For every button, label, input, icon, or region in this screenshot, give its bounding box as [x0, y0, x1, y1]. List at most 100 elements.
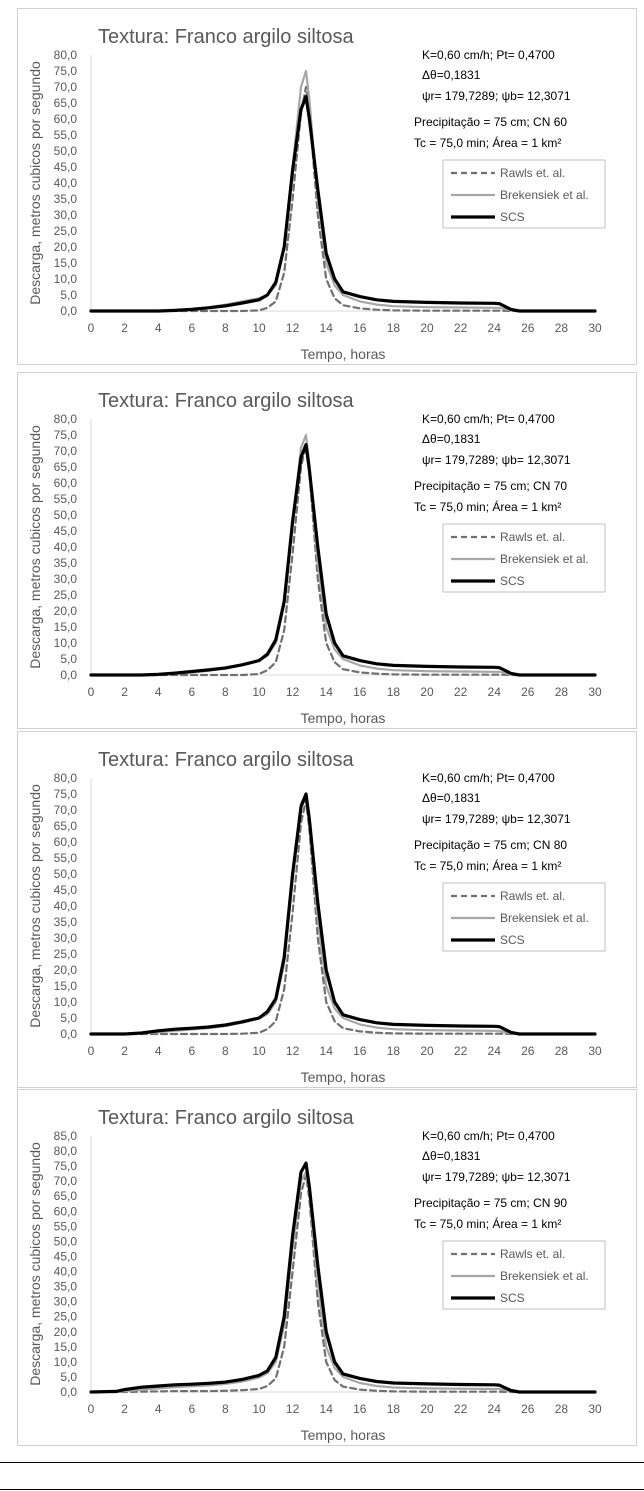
- y-tick-label: 60,0: [54, 835, 78, 849]
- annotation-line-3: ψr= 179,7289; ψb= 12,3071: [422, 453, 571, 467]
- chart-svg-4: Textura: Franco argilo siltosa Descarga, …: [27, 1107, 606, 1443]
- chart-title: Textura: Franco argilo siltosa: [98, 1107, 355, 1129]
- y-axis-label: Descarga, metros cubicos por segundo: [27, 784, 43, 1028]
- y-tick-label: 60,0: [54, 112, 78, 126]
- x-tick-label: 4: [155, 321, 162, 335]
- y-tick-label: 75,0: [54, 64, 78, 78]
- legend-label-1: Rawls et. al.: [500, 530, 565, 544]
- x-tick-label: 10: [252, 321, 266, 335]
- chart-svg-3: Textura: Franco argilo siltosa Descarga, …: [27, 749, 606, 1085]
- y-tick-label: 45,0: [54, 1249, 78, 1263]
- y-tick-label: 55,0: [54, 851, 78, 865]
- legend-label-3: SCS: [500, 933, 525, 947]
- y-tick-label: 70,0: [54, 80, 78, 94]
- x-tick-label: 6: [188, 685, 195, 699]
- series-line-1: [89, 443, 597, 677]
- y-axis-label: Descarga, metros cubicos por segundo: [27, 1142, 43, 1386]
- x-tick-label: 2: [121, 321, 128, 335]
- y-tick-label: 25,0: [54, 588, 78, 602]
- x-tick-label: 4: [155, 685, 162, 699]
- y-tick-label: 10,0: [54, 1355, 78, 1369]
- annotation-line-5: Tc = 75,0 min; Área = 1 km²: [414, 135, 561, 150]
- y-tick-label: 80,0: [54, 412, 78, 426]
- x-tick-label: 8: [222, 321, 229, 335]
- x-tick-label: 0: [88, 1402, 95, 1416]
- x-tick-label: 24: [488, 685, 502, 699]
- x-tick-label: 20: [420, 321, 434, 335]
- x-tick-label: 12: [286, 1402, 300, 1416]
- y-tick-label: 45,0: [54, 160, 78, 174]
- y-tick-label: 55,0: [54, 1219, 78, 1233]
- x-tick-label: 10: [252, 1044, 266, 1058]
- annotation-line-2: Δθ=0,1831: [422, 68, 481, 82]
- annotation-line-4: Precipitação = 75 cm; CN 70: [414, 479, 567, 493]
- legend-label-2: Brekensiek et al.: [500, 552, 589, 566]
- x-tick-label: 30: [588, 1402, 602, 1416]
- annotation-line-5: Tc = 75,0 min; Área = 1 km²: [414, 1216, 561, 1231]
- annotation-line-3: ψr= 179,7289; ψb= 12,3071: [422, 89, 571, 103]
- annotation-line-3: ψr= 179,7289; ψb= 12,3071: [422, 812, 571, 826]
- chart-panel-2: Textura: Franco argilo siltosa Descarga, …: [17, 372, 637, 729]
- x-tick-label: 22: [454, 321, 468, 335]
- y-tick-label: 25,0: [54, 947, 78, 961]
- x-tick-label: 12: [286, 685, 300, 699]
- x-tick-label: 10: [252, 685, 266, 699]
- annotation-line-1: K=0,60 cm/h; Pt= 0,4700: [422, 1129, 555, 1143]
- y-tick-label: 10,0: [54, 995, 78, 1009]
- x-tick-label: 0: [88, 321, 95, 335]
- x-tick-label: 14: [320, 321, 334, 335]
- y-tick-label: 65,0: [54, 96, 78, 110]
- y-tick-label: 0,0: [60, 1027, 77, 1041]
- chart-title: Textura: Franco argilo siltosa: [98, 26, 355, 48]
- annotation-line-2: Δθ=0,1831: [422, 432, 481, 446]
- y-tick-label: 5,0: [60, 1370, 77, 1384]
- y-tick-label: 40,0: [54, 899, 78, 913]
- x-tick-label: 8: [222, 685, 229, 699]
- x-tick-label: 24: [488, 1402, 502, 1416]
- x-tick-label: 20: [420, 685, 434, 699]
- x-tick-label: 2: [121, 1402, 128, 1416]
- x-tick-label: 28: [555, 1044, 569, 1058]
- legend-label-2: Brekensiek et al.: [500, 911, 589, 925]
- x-tick-label: 28: [555, 1402, 569, 1416]
- y-tick-label: 10,0: [54, 272, 78, 286]
- x-tick-label: 6: [188, 1044, 195, 1058]
- y-axis-label: Descarga, metros cubicos por segundo: [27, 425, 43, 669]
- y-tick-label: 50,0: [54, 144, 78, 158]
- y-tick-label: 25,0: [54, 1310, 78, 1324]
- x-tick-label: 12: [286, 1044, 300, 1058]
- annotation-line-1: K=0,60 cm/h; Pt= 0,4700: [422, 48, 555, 62]
- y-tick-label: 35,0: [54, 1280, 78, 1294]
- x-tick-label: 16: [353, 1044, 367, 1058]
- x-tick-label: 4: [155, 1402, 162, 1416]
- y-tick-label: 45,0: [54, 524, 78, 538]
- x-tick-label: 30: [588, 321, 602, 335]
- y-tick-label: 0,0: [60, 304, 77, 318]
- y-tick-label: 30,0: [54, 208, 78, 222]
- x-tick-label: 18: [387, 321, 401, 335]
- legend-label-1: Rawls et. al.: [500, 889, 565, 903]
- x-tick-label: 18: [387, 1044, 401, 1058]
- footer-divider-bottom: [0, 1489, 644, 1490]
- chart-panel-1: Textura: Franco argilo siltosa Descarga, …: [17, 8, 637, 365]
- y-tick-label: 60,0: [54, 476, 78, 490]
- x-tick-label: 18: [387, 1402, 401, 1416]
- x-tick-label: 20: [420, 1044, 434, 1058]
- y-tick-label: 15,0: [54, 620, 78, 634]
- x-tick-label: 0: [88, 1044, 95, 1058]
- x-tick-label: 14: [320, 685, 334, 699]
- annotation-line-4: Precipitação = 75 cm; CN 90: [414, 1196, 567, 1210]
- y-tick-label: 30,0: [54, 1295, 78, 1309]
- y-tick-label: 35,0: [54, 192, 78, 206]
- annotation-line-1: K=0,60 cm/h; Pt= 0,4700: [422, 771, 555, 785]
- x-axis-label: Tempo, horas: [301, 1427, 386, 1443]
- annotation-line-4: Precipitação = 75 cm; CN 60: [414, 115, 567, 129]
- y-tick-label: 0,0: [60, 1385, 77, 1399]
- x-tick-label: 24: [488, 1044, 502, 1058]
- y-tick-label: 70,0: [54, 803, 78, 817]
- x-tick-label: 26: [521, 1402, 535, 1416]
- y-tick-label: 65,0: [54, 460, 78, 474]
- y-tick-label: 80,0: [54, 48, 78, 62]
- y-tick-label: 75,0: [54, 1159, 78, 1173]
- y-tick-label: 75,0: [54, 428, 78, 442]
